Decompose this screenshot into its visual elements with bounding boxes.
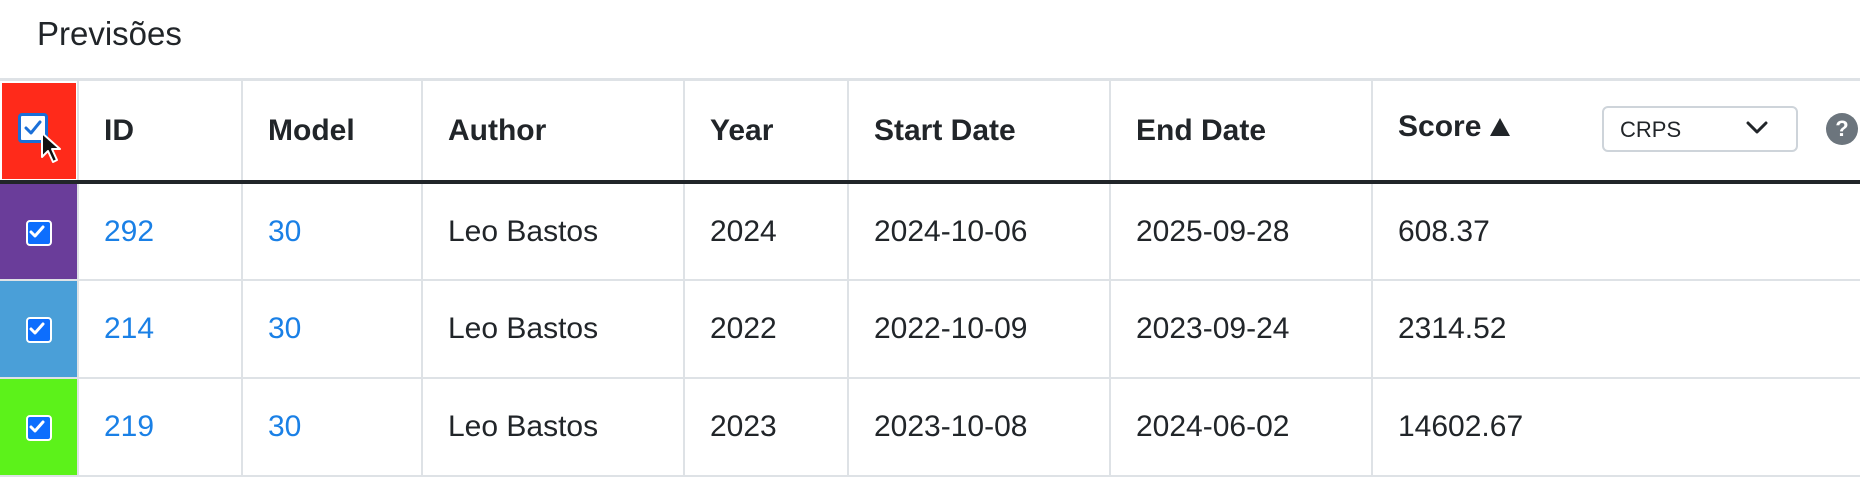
row-model-link[interactable]: 30: [268, 312, 302, 345]
row-score: 608.37: [1371, 182, 1860, 281]
row-year: 2024: [683, 182, 848, 281]
row-checkbox[interactable]: [25, 415, 52, 442]
row-checkbox[interactable]: [25, 219, 52, 246]
row-score: 14602.67: [1371, 378, 1860, 477]
checkbox-checked-icon: [29, 225, 44, 238]
table-row: 219 30 Leo Bastos 2023 2023-10-08 2024-0…: [0, 378, 1860, 477]
column-header-id[interactable]: ID: [77, 81, 242, 184]
column-header-start-date[interactable]: Start Date: [847, 81, 1110, 184]
row-model-cell: 30: [241, 182, 422, 281]
checkbox-checked-icon: [29, 322, 44, 335]
column-header-year[interactable]: Year: [683, 81, 848, 184]
row-select-cell[interactable]: [0, 378, 78, 477]
column-header-end-date[interactable]: End Date: [1109, 81, 1372, 184]
select-all-cell[interactable]: [0, 81, 78, 184]
table-row: 292 30 Leo Bastos 2024 2024-10-06 2025-0…: [0, 182, 1860, 281]
row-select-cell[interactable]: [0, 280, 78, 379]
divider: [0, 78, 1860, 81]
checkbox-checked-icon: [29, 420, 44, 433]
predictions-table: ID Model Author Year Start Date End Date…: [0, 81, 1860, 477]
row-start-date: 2024-10-06: [847, 182, 1110, 281]
row-id-cell: 292: [77, 182, 242, 281]
score-header-label: Score: [1398, 110, 1482, 143]
row-start-date: 2022-10-09: [847, 280, 1110, 379]
metric-select[interactable]: CRPS: [1602, 106, 1798, 152]
table-row: 214 30 Leo Bastos 2022 2022-10-09 2023-0…: [0, 280, 1860, 379]
column-header-score-cell: Score CRPS ?: [1371, 81, 1860, 184]
chevron-down-icon: [1746, 121, 1768, 134]
page-title: Previsões: [37, 15, 182, 52]
metric-select-value: CRPS: [1620, 117, 1682, 142]
checkbox-checked-icon: [24, 120, 41, 134]
row-id-cell: 219: [77, 378, 242, 477]
row-id-link[interactable]: 292: [104, 214, 155, 248]
row-id-cell: 214: [77, 280, 242, 379]
row-author: Leo Bastos: [421, 378, 684, 477]
row-year: 2022: [683, 280, 848, 379]
row-id-link[interactable]: 214: [104, 312, 155, 345]
row-model-link[interactable]: 30: [268, 410, 302, 443]
table-header-row: ID Model Author Year Start Date End Date…: [0, 81, 1860, 184]
row-end-date: 2023-09-24: [1109, 280, 1372, 379]
sort-ascending-triangle-icon: [1490, 118, 1511, 136]
row-checkbox[interactable]: [25, 317, 52, 344]
row-year: 2023: [683, 378, 848, 477]
column-header-author[interactable]: Author: [421, 81, 684, 184]
row-model-cell: 30: [241, 280, 422, 379]
row-id-link[interactable]: 219: [104, 410, 155, 443]
column-header-score[interactable]: Score: [1398, 109, 1511, 145]
column-header-model[interactable]: Model: [241, 81, 422, 184]
row-end-date: 2024-06-02: [1109, 378, 1372, 477]
row-model-link[interactable]: 30: [268, 214, 302, 248]
select-all-highlight[interactable]: [1, 82, 76, 178]
row-select-cell[interactable]: [0, 182, 78, 281]
row-start-date: 2023-10-08: [847, 378, 1110, 477]
row-author: Leo Bastos: [421, 182, 684, 281]
row-model-cell: 30: [241, 378, 422, 477]
row-end-date: 2025-09-28: [1109, 182, 1372, 281]
mouse-pointer-icon: [40, 131, 61, 163]
row-score: 2314.52: [1371, 280, 1860, 379]
question-circle-icon[interactable]: ?: [1826, 113, 1858, 145]
row-author: Leo Bastos: [421, 280, 684, 379]
